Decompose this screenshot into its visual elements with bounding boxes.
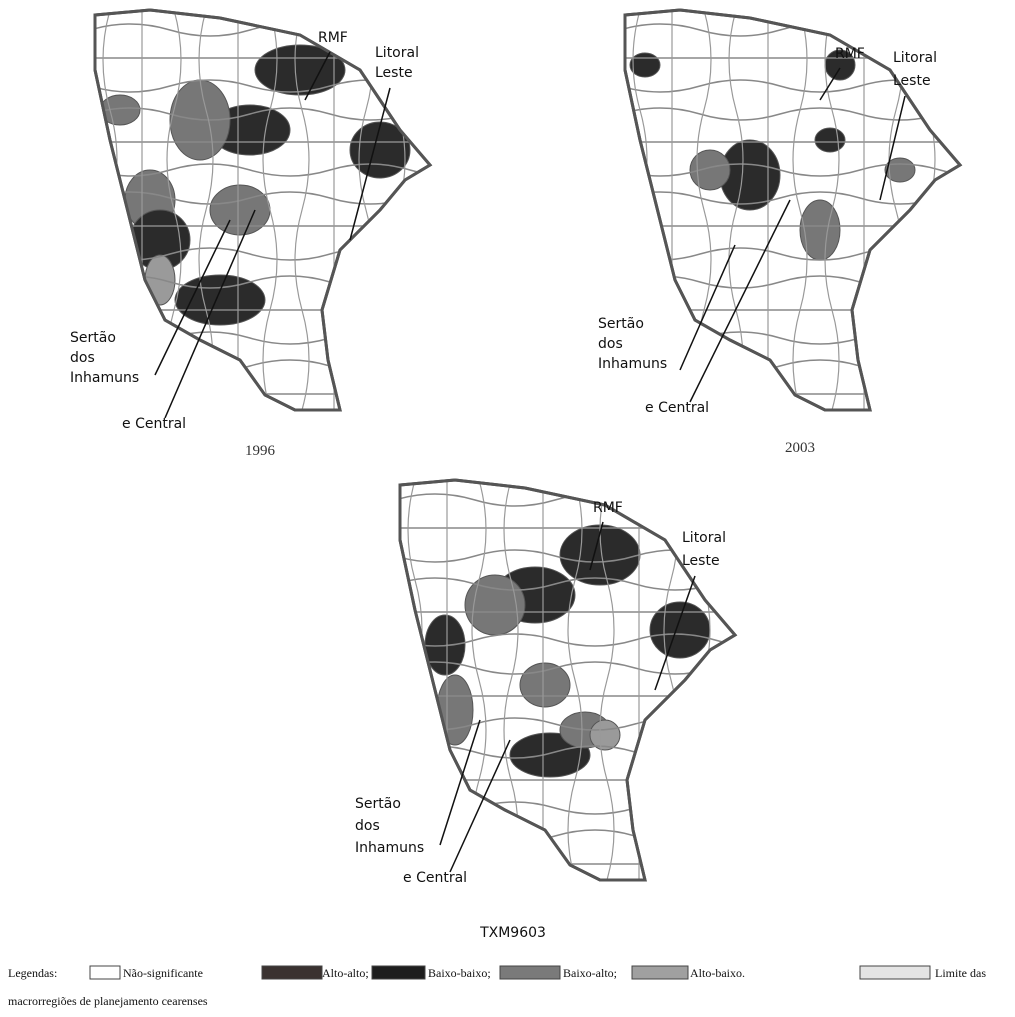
region-label: Litoral bbox=[375, 45, 419, 61]
region-label: e Central bbox=[403, 870, 467, 886]
boundary bbox=[921, 10, 935, 410]
region-label: RMF bbox=[593, 500, 623, 516]
legend-swatch bbox=[500, 966, 560, 979]
legend-label: Alto-baixo. bbox=[690, 966, 745, 980]
region bbox=[690, 150, 730, 190]
legend-continuation: macrorregiões de planejamento cearenses bbox=[8, 994, 208, 1008]
region-label: Leste bbox=[682, 553, 720, 569]
region bbox=[520, 663, 570, 707]
region-label: Litoral bbox=[682, 530, 726, 546]
region bbox=[420, 765, 450, 795]
map-caption: 1996 bbox=[245, 443, 276, 459]
region-label: Sertão bbox=[598, 316, 644, 332]
legend-label: Limite das bbox=[935, 966, 986, 980]
legend-label: Não-significante bbox=[123, 966, 203, 980]
figure: RMF Litoral Leste Sertão dos Inhamuns e Centra… bbox=[0, 0, 1015, 1017]
map-caption: 2003 bbox=[785, 440, 815, 456]
map bbox=[620, 10, 1015, 410]
region-label: RMF bbox=[835, 46, 865, 62]
legend-swatch bbox=[262, 966, 322, 979]
region bbox=[437, 675, 473, 745]
region-label: RMF bbox=[318, 30, 348, 46]
map bbox=[395, 480, 795, 880]
region bbox=[175, 275, 265, 325]
region-label: Sertão bbox=[70, 330, 116, 346]
region-label: Inhamuns bbox=[598, 356, 667, 372]
region-label: Inhamuns bbox=[70, 370, 139, 386]
region bbox=[210, 185, 270, 235]
region bbox=[815, 128, 845, 152]
map-caption: TXM9603 bbox=[479, 925, 546, 941]
legend-swatch bbox=[860, 966, 930, 979]
map bbox=[90, 10, 490, 410]
region-label: Inhamuns bbox=[355, 840, 424, 856]
region-label: dos bbox=[355, 818, 380, 834]
region-label: Leste bbox=[375, 65, 413, 81]
region-label: e Central bbox=[645, 400, 709, 416]
region bbox=[800, 200, 840, 260]
region-label: Sertão bbox=[355, 796, 401, 812]
legend-label: Baixo-baixo; bbox=[428, 966, 491, 980]
region bbox=[630, 53, 660, 77]
region-label: dos bbox=[70, 350, 95, 366]
region-label: e Central bbox=[122, 416, 186, 432]
region-label: Leste bbox=[893, 73, 931, 89]
legend-label: Alto-alto; bbox=[322, 966, 369, 980]
region-label: dos bbox=[598, 336, 623, 352]
legend-swatch bbox=[632, 966, 688, 979]
legend-swatch bbox=[372, 966, 425, 979]
region-label: Litoral bbox=[893, 50, 937, 66]
legend-swatch bbox=[90, 966, 120, 979]
legend-label: Baixo-alto; bbox=[563, 966, 617, 980]
legend-heading: Legendas: bbox=[8, 966, 57, 980]
region bbox=[650, 602, 710, 658]
